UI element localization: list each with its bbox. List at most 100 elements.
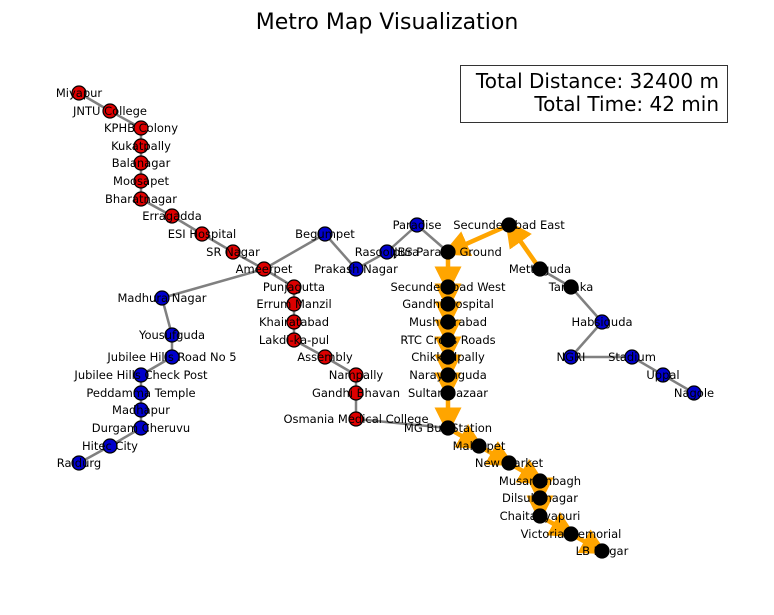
station-label-habsiguda: Habsiguda — [571, 315, 632, 329]
station-node-peddamma-temple[interactable] — [133, 385, 149, 401]
station-node-secunderabad-west[interactable] — [440, 279, 456, 295]
station-label-yousufguda: Yousufguda — [138, 328, 205, 342]
station-node-durgam-cheruvu[interactable] — [133, 420, 149, 436]
station-node-secunderabad-east[interactable] — [501, 217, 517, 233]
station-node-nagole[interactable] — [686, 385, 702, 401]
station-node-kukatpally[interactable] — [133, 138, 149, 154]
station-node-rasoolpura[interactable] — [379, 244, 395, 260]
station-node-yousufguda[interactable] — [164, 327, 180, 343]
station-node-osmania-medical-college[interactable] — [348, 411, 364, 427]
station-label-musheerabad: Musheerabad — [409, 315, 487, 329]
station-node-prakash-nagar[interactable] — [348, 261, 364, 277]
station-node-ameerpet[interactable] — [256, 261, 272, 277]
station-label-jbs-parade-ground: JBS Parade Ground — [393, 245, 502, 259]
station-node-khairatabad[interactable] — [286, 314, 302, 330]
station-label-assembly: Assembly — [297, 350, 353, 364]
station-label-madhura-nagar: Madhura Nagar — [117, 291, 206, 305]
station-label-uppal: Uppal — [646, 368, 679, 382]
station-node-musarambagh[interactable] — [532, 473, 548, 489]
station-label-kphb-colony: KPHB Colony — [104, 121, 178, 135]
info-box: Total Distance: 32400 m Total Time: 42 m… — [460, 65, 728, 123]
station-label-begumpet: Begumpet — [295, 227, 355, 241]
station-node-kphb-colony[interactable] — [133, 120, 149, 136]
path-segment-new-market-musarambagh — [513, 459, 546, 485]
station-node-mg-bus-station[interactable] — [440, 420, 456, 436]
station-label-victoria-memorial: Victoria Memorial — [521, 527, 622, 541]
station-node-sultan-bazaar[interactable] — [440, 385, 456, 401]
station-node-chikkadpally[interactable] — [440, 349, 456, 365]
station-node-jbs-parade-ground[interactable] — [440, 244, 456, 260]
station-node-erragadda[interactable] — [164, 208, 180, 224]
station-node-miyapur[interactable] — [71, 85, 87, 101]
station-node-jntu-college[interactable] — [102, 103, 118, 119]
labels-layer: Miyapur JNTU College KPHB Colony Kukatpally… — [56, 86, 714, 558]
station-label-madhapur: Madhapur — [112, 403, 170, 417]
station-label-punjagutta: Punjagutta — [263, 280, 325, 294]
station-node-mettuguda[interactable] — [532, 261, 548, 277]
station-label-mg-bus-station: MG Bus Station — [404, 421, 492, 435]
station-label-malakpet: Malakpet — [453, 439, 506, 453]
station-node-stadium[interactable] — [624, 349, 640, 365]
station-node-errum-manzil[interactable] — [286, 296, 302, 312]
station-label-esi-hospital: ESI Hospital — [168, 227, 237, 241]
station-label-secunderabad-east: Secunderabad East — [453, 218, 565, 232]
path-segment-mg-bus-station-malakpet — [452, 424, 485, 450]
station-node-lb-nagar[interactable] — [594, 543, 610, 559]
station-node-new-market[interactable] — [501, 455, 517, 471]
station-node-gandhi-bhavan[interactable] — [348, 385, 364, 401]
station-node-raidurg[interactable] — [71, 455, 87, 471]
station-node-dilsukhnagar[interactable] — [532, 490, 548, 506]
station-node-paradise[interactable] — [409, 217, 425, 233]
station-node-chaitanyapuri[interactable] — [532, 508, 548, 524]
station-node-jubilee-hills-check-post[interactable] — [133, 367, 149, 383]
station-node-uppal[interactable] — [655, 367, 671, 383]
path-segment-malakpet-new-market — [483, 441, 515, 467]
station-label-balanagar: Balanagar — [112, 156, 171, 170]
station-label-gandhi-bhavan: Gandhi Bhavan — [312, 386, 400, 400]
station-label-hitec-city: Hitec City — [82, 439, 138, 453]
station-node-nampally[interactable] — [348, 367, 364, 383]
station-node-habsiguda[interactable] — [594, 314, 610, 330]
path-layer — [434, 219, 608, 555]
station-label-jubilee-hills-check-post: Jubilee Hills Check Post — [73, 368, 208, 382]
station-node-lakdi-ka-pul[interactable] — [286, 332, 302, 348]
station-node-hitec-city[interactable] — [102, 438, 118, 454]
station-node-malakpet[interactable] — [471, 438, 487, 454]
station-label-chikkadpally: Chikkadpally — [411, 350, 485, 364]
station-label-lb-nagar: LB Nagar — [576, 544, 629, 558]
station-label-sultan-bazaar: Sultan Bazaar — [408, 386, 488, 400]
path-segment-victoria-memorial-lb-nagar — [576, 529, 608, 555]
station-label-miyapur: Miyapur — [56, 86, 103, 100]
station-node-esi-hospital[interactable] — [194, 226, 210, 242]
station-label-new-market: New Market — [475, 456, 544, 470]
edge-osmania-medical-college-mg-bus-station — [355, 417, 449, 430]
station-node-ngri[interactable] — [563, 349, 579, 365]
station-node-madhura-nagar[interactable] — [154, 290, 170, 306]
station-node-gandhi-hospital[interactable] — [440, 296, 456, 312]
station-label-rasoolpura: Rasoolpura — [355, 245, 419, 259]
station-label-durgam-cheruvu: Durgam Cheruvu — [92, 421, 190, 435]
station-node-musheerabad[interactable] — [440, 314, 456, 330]
station-node-balanagar[interactable] — [133, 155, 149, 171]
chart-title: Metro Map Visualization — [255, 10, 519, 35]
edge-ameerpet-begumpet — [263, 232, 326, 271]
station-node-sr-nagar[interactable] — [225, 244, 241, 260]
station-label-jntu-college: JNTU College — [72, 104, 147, 118]
station-node-assembly[interactable] — [317, 349, 333, 365]
station-node-jubilee-hills-road-no-5[interactable] — [164, 349, 180, 365]
station-label-narayanguda: Narayanguda — [409, 368, 487, 382]
station-label-chaitanyapuri: Chaitanyapuri — [500, 509, 581, 523]
station-node-madhapur[interactable] — [133, 402, 149, 418]
station-label-secunderabad-west: Secunderabad West — [391, 280, 506, 294]
station-node-tarnaka[interactable] — [563, 279, 579, 295]
station-label-kukatpally: Kukatpally — [111, 139, 171, 153]
station-node-bharatnagar[interactable] — [133, 191, 149, 207]
station-node-rtc-cross-roads[interactable] — [440, 332, 456, 348]
station-node-moosapet[interactable] — [133, 173, 149, 189]
station-node-narayanguda[interactable] — [440, 367, 456, 383]
station-node-begumpet[interactable] — [317, 226, 333, 242]
station-node-punjagutta[interactable] — [286, 279, 302, 295]
station-node-victoria-memorial[interactable] — [563, 526, 579, 542]
station-label-tarnaka: Tarnaka — [548, 280, 594, 294]
